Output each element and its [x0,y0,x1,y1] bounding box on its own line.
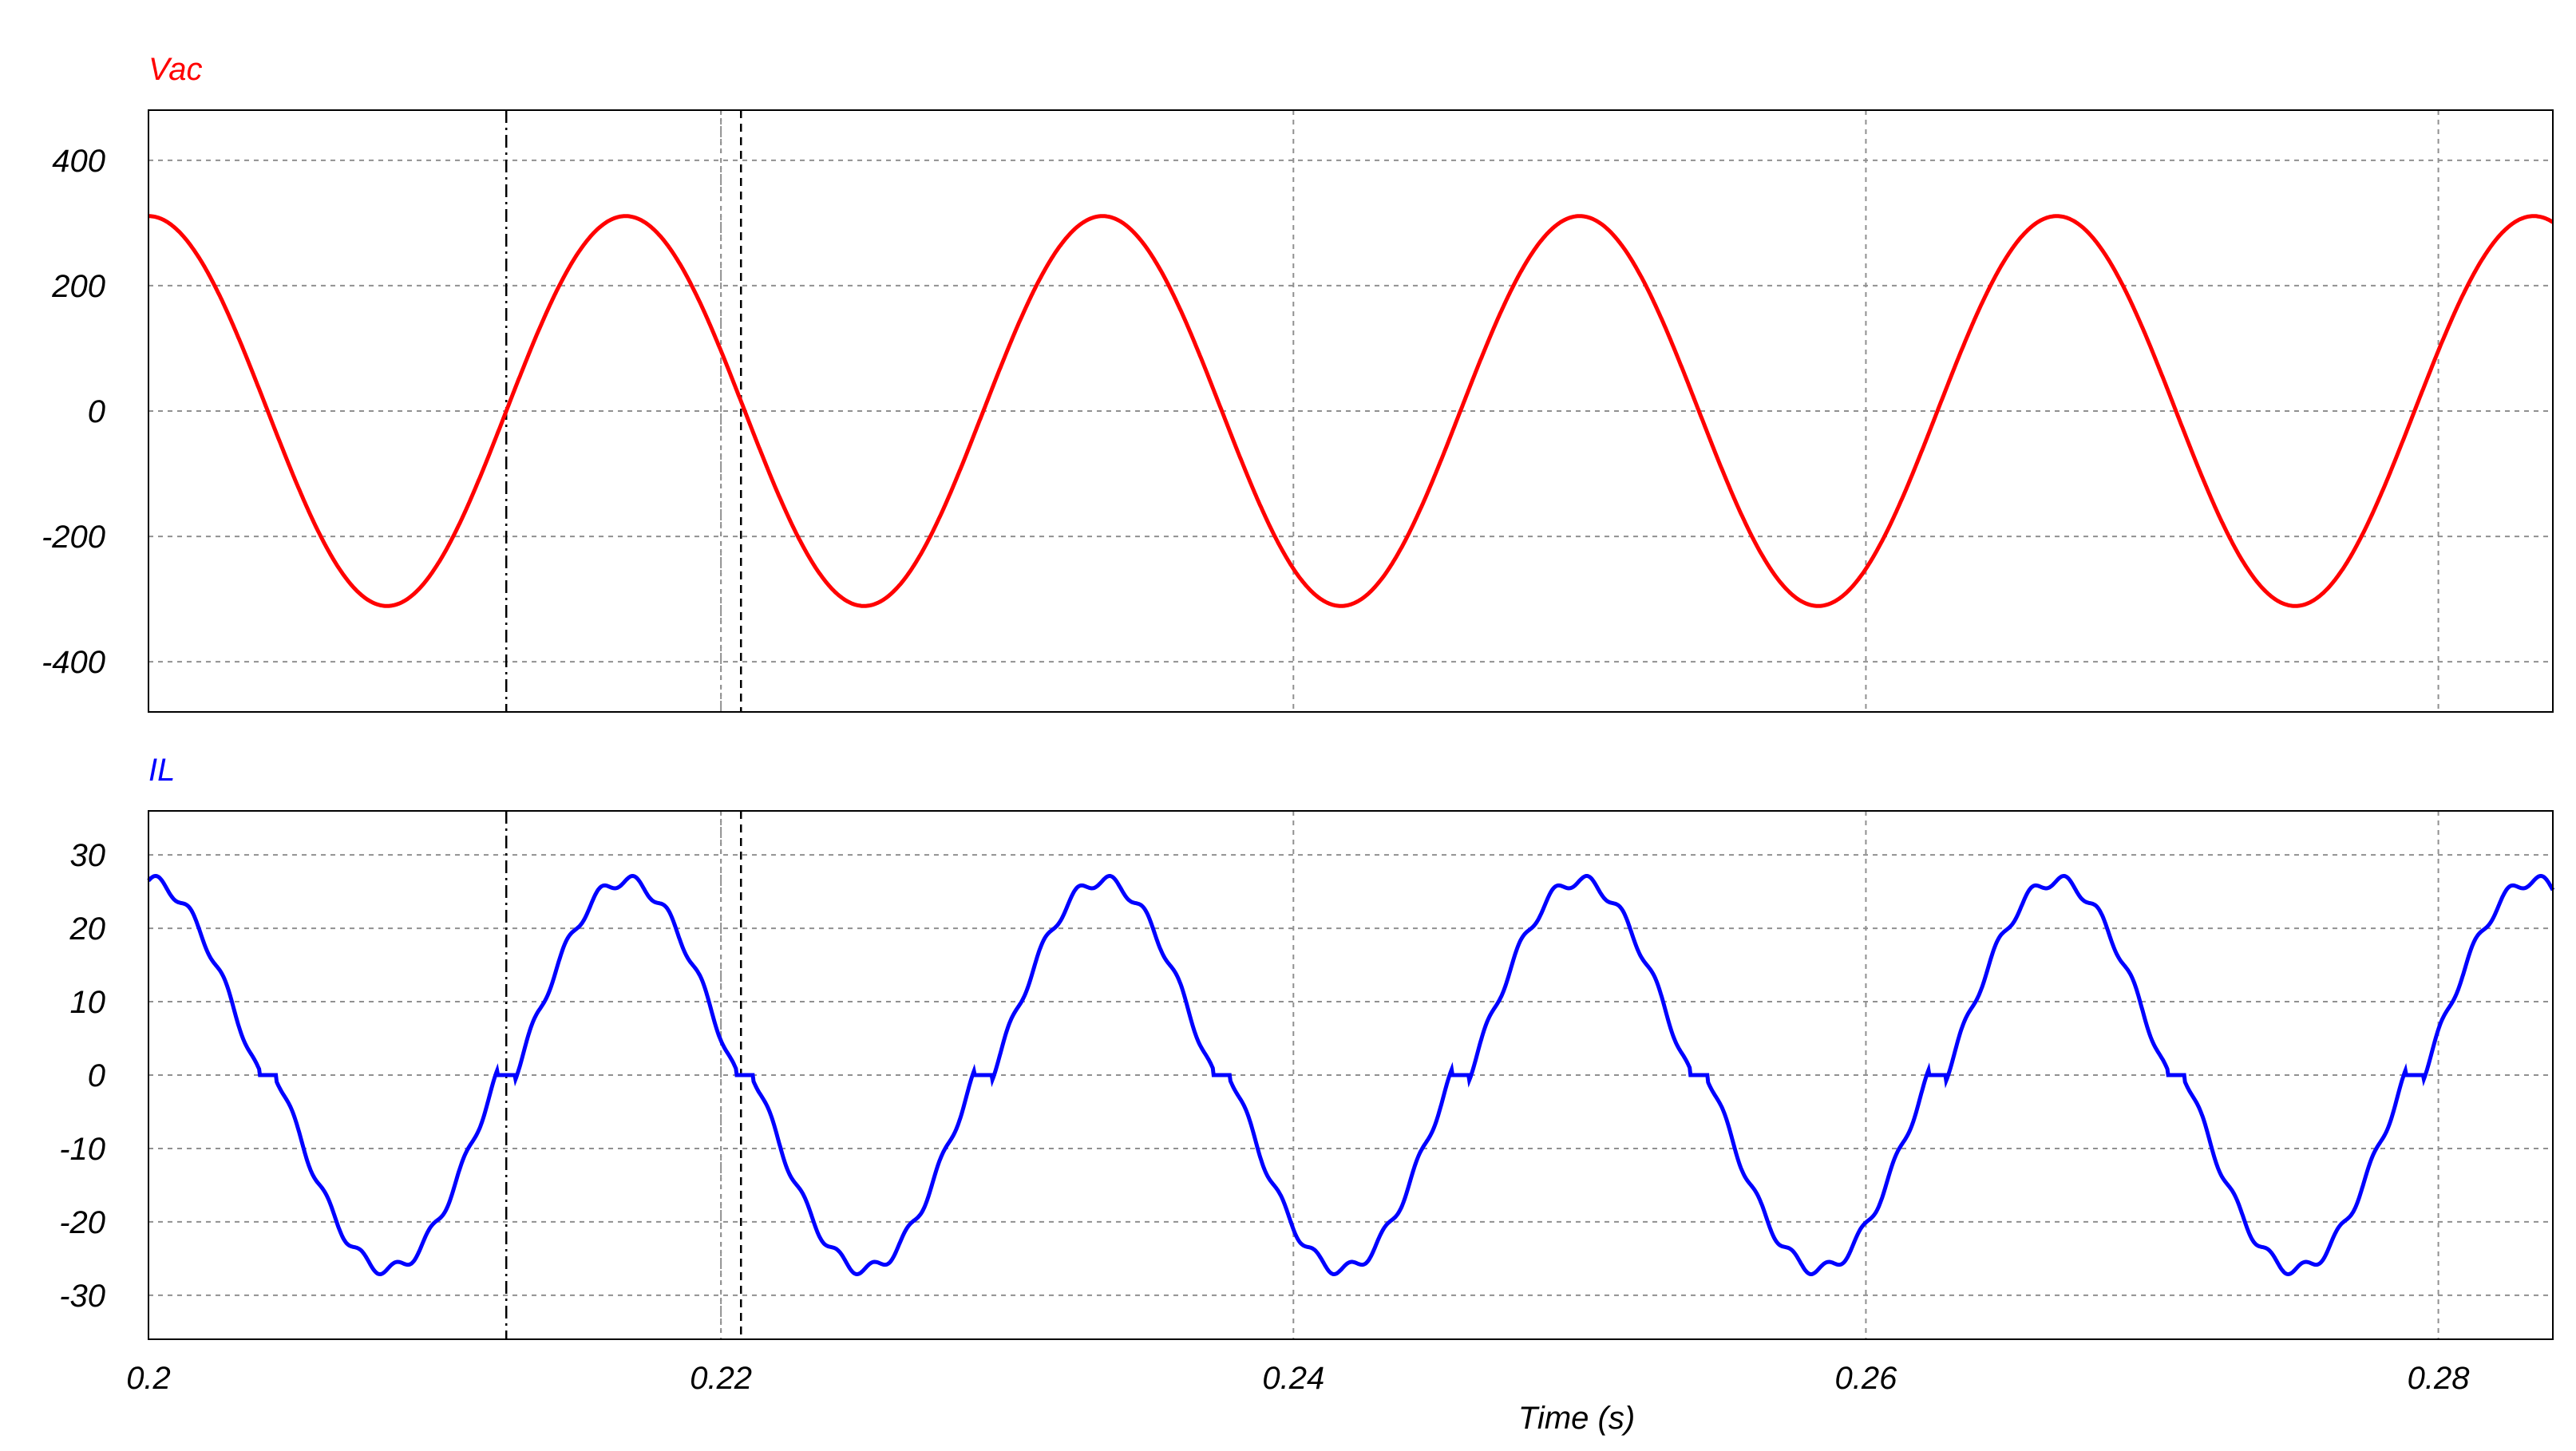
xtick-0: 0.2 [126,1361,171,1396]
il-series-line [147,873,2555,1277]
il-ytick-5: -20 [59,1205,105,1240]
xtick-1: 0.22 [690,1361,752,1396]
il-plot-frame [148,810,2554,1340]
il-ytick-2: 10 [70,985,106,1020]
il-series-label: IL [148,753,175,788]
vac-plot-frame [148,109,2554,713]
il-ytick-3: 0 [88,1058,105,1093]
vac-series-label: Vac [148,52,202,87]
xtick-2: 0.24 [1262,1361,1324,1396]
il-y-tick-labels: 30 20 10 0 -10 -20 -30 [59,838,105,1314]
vac-ytick-0: 400 [52,144,105,179]
il-ytick-4: -10 [59,1132,105,1167]
vac-grid [148,110,2553,712]
xtick-4: 0.28 [2408,1361,2471,1396]
il-ytick-6: -30 [59,1279,105,1314]
vac-ytick-3: -200 [42,520,105,555]
il-panel: IL 30 20 10 0 -10 -20 -30 [59,753,2555,1340]
x-axis-label: Time (s) [1518,1401,1635,1436]
x-tick-labels: 0.2 0.22 0.24 0.26 0.28 [126,1361,2470,1396]
vac-panel: Vac 400 200 0 -200 -400 [42,52,2554,713]
il-ytick-1: 20 [69,911,106,947]
vac-y-tick-labels: 400 200 0 -200 -400 [42,144,105,680]
vac-ytick-1: 200 [51,269,105,304]
vac-ytick-4: -400 [42,645,105,680]
vac-ytick-2: 0 [88,394,105,429]
vac-series-line [148,214,2554,608]
il-grid [148,811,2553,1339]
xtick-3: 0.26 [1834,1361,1897,1396]
il-ytick-0: 30 [70,838,106,873]
